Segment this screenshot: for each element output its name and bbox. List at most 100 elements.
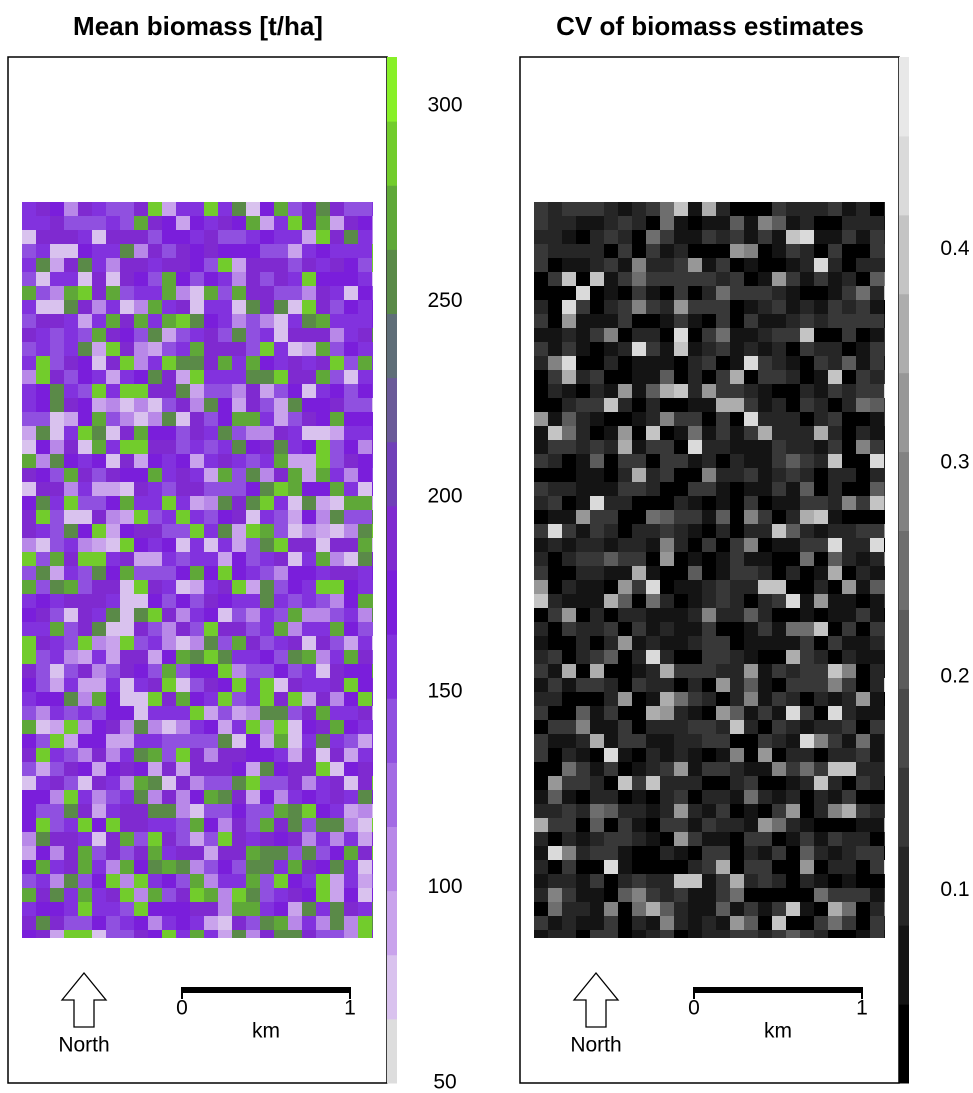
raster-cell	[204, 902, 218, 916]
raster-cell	[856, 412, 870, 426]
raster-cell	[288, 230, 302, 244]
raster-cell	[660, 538, 674, 552]
raster-cell	[204, 566, 218, 580]
raster-cell	[134, 832, 148, 846]
raster-cell	[274, 580, 288, 594]
raster-cell	[730, 412, 744, 426]
raster-cell	[372, 888, 373, 902]
raster-cell	[856, 846, 870, 860]
raster-cell	[842, 342, 856, 356]
raster-cell	[856, 804, 870, 818]
raster-cell	[288, 846, 302, 860]
raster-cell	[50, 832, 64, 846]
raster-cell	[190, 804, 204, 818]
raster-cell	[176, 902, 190, 916]
raster-cell	[330, 202, 344, 216]
raster-cell	[162, 860, 176, 874]
raster-cell	[22, 902, 36, 916]
raster-cell	[534, 552, 548, 566]
raster-cell	[646, 776, 660, 790]
raster-cell	[78, 244, 92, 258]
raster-cell	[302, 244, 316, 258]
raster-cell	[162, 216, 176, 230]
raster-cell	[842, 482, 856, 496]
raster-cell	[856, 244, 870, 258]
raster-cell	[120, 776, 134, 790]
raster-cell	[562, 426, 576, 440]
raster-cell	[148, 524, 162, 538]
raster-cell	[646, 552, 660, 566]
raster-cell	[744, 272, 758, 286]
raster-cell	[260, 748, 274, 762]
raster-cell	[660, 636, 674, 650]
raster-cell	[562, 580, 576, 594]
raster-cell	[190, 482, 204, 496]
raster-cell	[134, 230, 148, 244]
raster-cell	[618, 552, 632, 566]
raster-cell	[828, 314, 842, 328]
raster-cell	[330, 580, 344, 594]
raster-cell	[358, 706, 372, 720]
raster-cell	[36, 622, 50, 636]
raster-cell	[274, 384, 288, 398]
raster-cell	[632, 832, 646, 846]
raster-cell	[372, 468, 373, 482]
raster-cell	[190, 622, 204, 636]
raster-cell	[316, 230, 330, 244]
raster-cell	[534, 468, 548, 482]
raster-cell	[92, 846, 106, 860]
raster-cell	[772, 678, 786, 692]
raster-cell	[688, 818, 702, 832]
raster-cell	[758, 748, 772, 762]
raster-cell	[302, 216, 316, 230]
raster-cell	[302, 468, 316, 482]
raster-cell	[618, 202, 632, 216]
raster-cell	[288, 202, 302, 216]
raster-cell	[50, 412, 64, 426]
raster-cell	[64, 412, 78, 426]
raster-cell	[660, 720, 674, 734]
raster-cell	[758, 258, 772, 272]
raster-cell	[260, 552, 274, 566]
raster-cell	[204, 608, 218, 622]
raster-cell	[716, 370, 730, 384]
raster-cell	[204, 580, 218, 594]
raster-cell	[260, 454, 274, 468]
raster-cell	[576, 566, 590, 580]
raster-cell	[316, 594, 330, 608]
raster-cell	[78, 524, 92, 538]
raster-cell	[162, 398, 176, 412]
raster-cell	[786, 524, 800, 538]
raster-cell	[218, 818, 232, 832]
raster-cell	[604, 608, 618, 622]
raster-cell	[590, 314, 604, 328]
raster-cell	[64, 202, 78, 216]
raster-cell	[232, 216, 246, 230]
raster-cell	[64, 888, 78, 902]
raster-cell	[274, 328, 288, 342]
raster-cell	[302, 860, 316, 874]
raster-cell	[330, 748, 344, 762]
raster-cell	[576, 622, 590, 636]
raster-cell	[828, 342, 842, 356]
raster-cell	[372, 804, 373, 818]
raster-cell	[688, 860, 702, 874]
raster-cell	[288, 370, 302, 384]
raster-cell	[92, 608, 106, 622]
raster-cell	[870, 580, 884, 594]
raster-cell	[204, 678, 218, 692]
raster-cell	[274, 748, 288, 762]
raster-cell	[92, 482, 106, 496]
raster-cell	[22, 398, 36, 412]
raster-cell	[274, 230, 288, 244]
raster-cell	[632, 258, 646, 272]
raster-cell	[702, 818, 716, 832]
raster-cell	[716, 804, 730, 818]
raster-cell	[884, 244, 885, 258]
raster-cell	[134, 342, 148, 356]
raster-cell	[232, 874, 246, 888]
raster-cell	[800, 790, 814, 804]
raster-cell	[162, 244, 176, 258]
raster-cell	[246, 860, 260, 874]
raster-cell	[78, 888, 92, 902]
